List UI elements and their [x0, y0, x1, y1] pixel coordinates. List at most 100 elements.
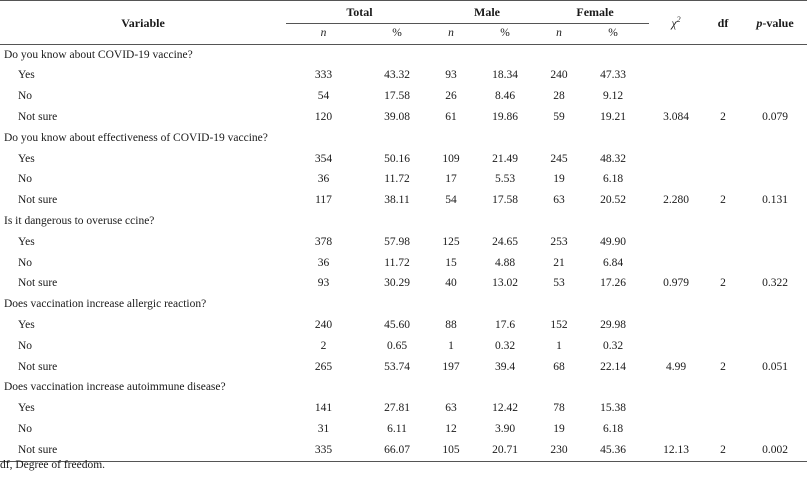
- cell-df: [703, 419, 743, 440]
- cell-chi-square: 12.13: [649, 440, 704, 462]
- question-text: Does vaccination increase autoimmune dis…: [4, 381, 226, 394]
- cell-female-pct: 48.32: [600, 152, 626, 165]
- cell-total-pct: 11.72: [384, 173, 410, 186]
- subcol-total-pct: %: [361, 23, 434, 45]
- cell-df: 2: [703, 440, 744, 462]
- table-row: Not sure 117 38.11 54 17.58 63 20.52 2.280 2 0.13…: [0, 191, 807, 212]
- cell-male-n: 88: [445, 319, 457, 331]
- cell-total-pct: 0.65: [386, 339, 408, 352]
- table-row: No 2 0.65 1 0.32 1 0.32: [0, 336, 807, 357]
- cell-female-pct: 45.36: [577, 440, 650, 462]
- cell-total-pct: 53.74: [384, 360, 410, 373]
- cell-female-pct: 6.18: [602, 173, 624, 186]
- cell-df: 2: [720, 194, 726, 207]
- cell-chi-square: [649, 87, 703, 108]
- cell-female-n: 68: [553, 360, 565, 373]
- cell-female-n: 63: [553, 194, 565, 207]
- cell-total-pct: 66.07: [361, 440, 434, 462]
- answer-label: Not sure: [18, 111, 58, 124]
- cell-total-pct: 45.60: [384, 319, 410, 331]
- cell-male-pct: 5.53: [494, 173, 516, 186]
- col-total: Total: [286, 0, 434, 24]
- cell-male-n: 15: [445, 256, 457, 269]
- cell-male-pct: 13.02: [492, 277, 518, 290]
- cell-total-n: 141: [314, 402, 333, 415]
- cell-total-n: 117: [315, 194, 332, 207]
- cell-female-n: 19: [553, 173, 565, 186]
- cell-female-pct: 29.98: [600, 319, 626, 331]
- cell-p-value: [743, 336, 807, 357]
- cell-df: [703, 336, 743, 357]
- question-text: Do you know about COVID-19 vaccine?: [4, 48, 193, 61]
- table-row: Yes 333 43.32 93 18.34 240 47.33: [0, 66, 807, 87]
- cell-total-pct: 27.81: [384, 402, 410, 415]
- question-row: Does vaccination increase allergic react…: [0, 295, 807, 316]
- cell-total-n: 240: [314, 319, 333, 331]
- cell-chi-square: 0.979: [663, 277, 689, 290]
- table-row: No 36 11.72 15 4.88 21 6.84: [0, 253, 807, 274]
- cell-male-n: 93: [445, 69, 457, 82]
- answer-label: No: [18, 90, 33, 103]
- cell-total-n: 333: [314, 69, 333, 82]
- cell-total-pct: 50.16: [384, 152, 410, 165]
- cell-female-pct: 17.26: [600, 277, 626, 290]
- cell-df: [703, 232, 743, 253]
- cell-female-pct: 19.21: [600, 111, 626, 124]
- question-row: Do you know about effectiveness of COVID…: [0, 128, 807, 149]
- answer-label: No: [18, 173, 33, 186]
- cell-female-pct: 0.32: [602, 339, 624, 352]
- subcol-female-n: n: [541, 23, 578, 45]
- table-footnote: df, Degree of freedom.: [0, 459, 106, 471]
- cell-female-n: 53: [553, 277, 565, 290]
- cell-female-n: 245: [550, 152, 568, 165]
- col-df: df: [703, 0, 744, 45]
- cell-chi-square: 4.99: [665, 360, 687, 373]
- cell-male-pct: 39.4: [494, 360, 516, 373]
- cell-p-value: 0.079: [762, 111, 788, 124]
- subcol-male-pct: %: [469, 23, 542, 45]
- cell-df: [703, 149, 743, 170]
- cell-df: [703, 315, 743, 336]
- table-row: No 31 6.11 12 3.90 19 6.18: [0, 419, 807, 440]
- cell-female-pct: 49.90: [600, 235, 626, 248]
- cell-total-n: 335: [286, 440, 361, 462]
- cell-male-n: 63: [445, 402, 457, 415]
- cell-male-n: 197: [442, 360, 460, 373]
- cell-female-n: 78: [553, 402, 565, 415]
- cell-p-value: [743, 66, 807, 87]
- answer-label: No: [18, 256, 33, 269]
- cell-total-n: 2: [320, 339, 327, 352]
- question-text: Is it dangerous to overuse ccine?: [4, 215, 155, 228]
- question-row: Is it dangerous to overuse ccine?: [0, 211, 807, 232]
- cell-female-pct: 6.84: [602, 256, 624, 269]
- cell-female-pct: 6.18: [602, 422, 624, 435]
- cell-total-n: 36: [317, 173, 330, 186]
- cell-total-pct: 11.72: [384, 256, 410, 269]
- cell-df: [703, 253, 743, 274]
- cell-chi-square: [649, 149, 703, 170]
- cell-male-pct: 20.71: [469, 440, 542, 462]
- cell-female-n: 28: [553, 90, 565, 103]
- cell-female-pct: 15.38: [600, 402, 626, 415]
- table-row: Not sure 265 53.74 197 39.4 68 22.14 4.99 2 0.051: [0, 357, 807, 378]
- answer-label: Yes: [18, 235, 35, 248]
- cell-male-pct: 17.6: [494, 319, 516, 331]
- cell-p-value: [743, 170, 807, 191]
- table-row: Yes 141 27.81 63 12.42 78 15.38: [0, 399, 807, 420]
- cell-male-pct: 4.88: [494, 256, 516, 269]
- cell-total-n: 354: [314, 152, 333, 165]
- cell-chi-square: [649, 399, 703, 420]
- cell-male-pct: 18.34: [492, 69, 518, 82]
- cell-female-n: 19: [553, 422, 565, 435]
- cell-p-value: [743, 87, 807, 108]
- cell-p-value: 0.051: [762, 360, 788, 373]
- cell-total-n: 120: [314, 111, 333, 124]
- table-row: Yes 378 57.98 125 24.65 253 49.90: [0, 232, 807, 253]
- cell-total-n: 31: [317, 422, 330, 435]
- table-header: Variable Total Male Female χ2 df p-value…: [0, 0, 807, 45]
- cell-male-pct: 12.42: [492, 402, 518, 415]
- cell-female-pct: 9.12: [602, 90, 624, 103]
- answer-label: Yes: [18, 319, 35, 331]
- cell-total-n: 36: [317, 256, 330, 269]
- cell-chi-square: [649, 170, 703, 191]
